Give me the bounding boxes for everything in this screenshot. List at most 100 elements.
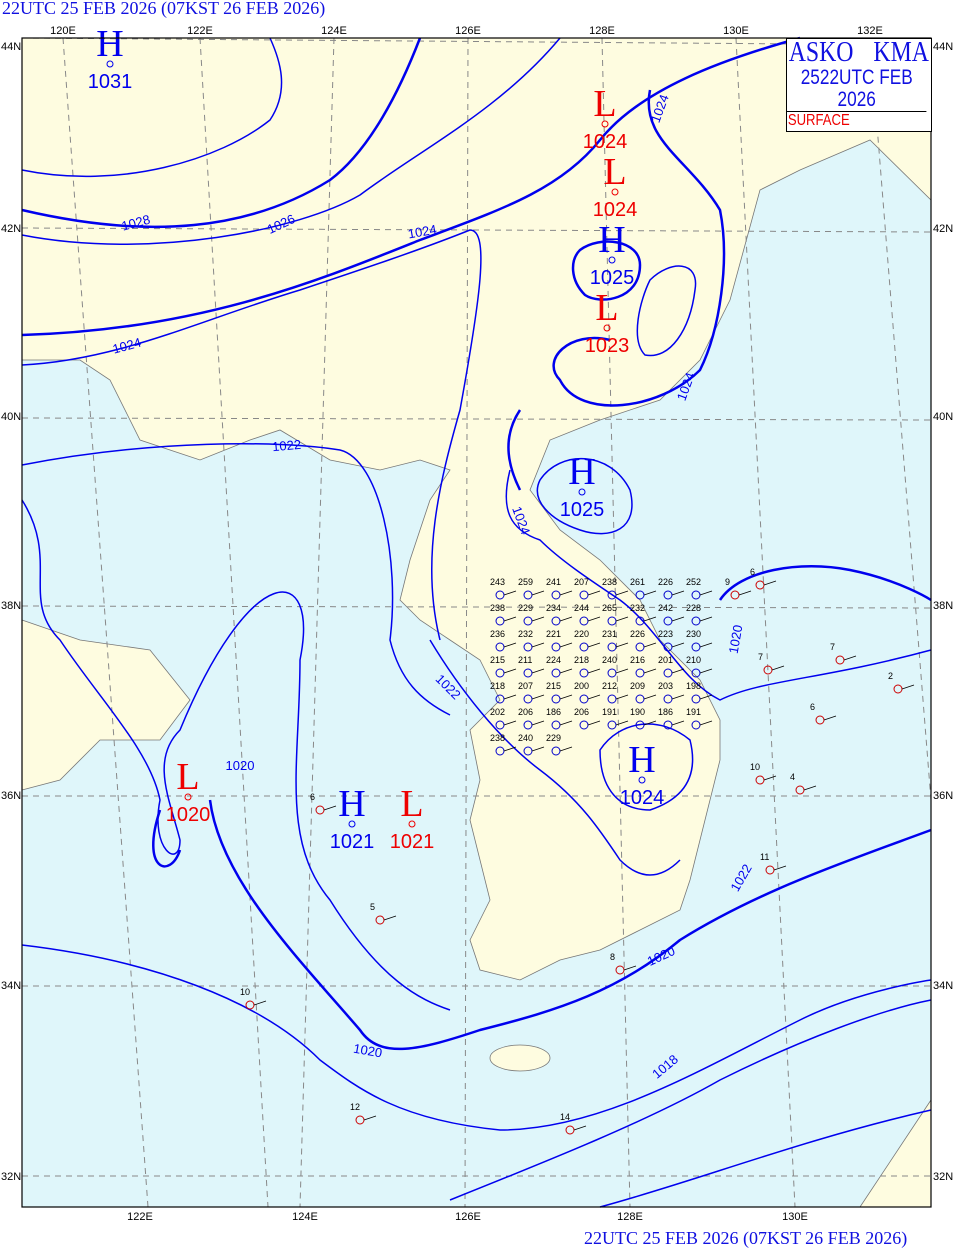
station-value: 12 — [350, 1102, 360, 1112]
meridian-line — [199, 37, 269, 1208]
station-observation: 202 — [490, 707, 517, 730]
station-value: 198 — [686, 681, 701, 691]
center-pressure-value: 1024 — [620, 787, 665, 809]
wind-barb-icon — [253, 1000, 267, 1006]
wind-barb-icon — [671, 590, 685, 596]
wind-barb-icon — [531, 668, 545, 674]
wind-barb-icon — [771, 665, 785, 671]
station-value: 231 — [602, 629, 617, 639]
station-value: 190 — [630, 707, 645, 717]
low-pressure-center: L 1021 — [390, 783, 435, 853]
wind-barb-icon — [559, 746, 573, 752]
station-observation: 6 — [750, 567, 777, 590]
wind-barb-icon — [823, 715, 837, 721]
station-observation: 2 — [888, 671, 915, 694]
wind-barb-icon — [671, 668, 685, 674]
station-value: 10 — [240, 987, 250, 997]
station-observation: 215 — [490, 655, 517, 678]
station-observation: 224 — [546, 655, 573, 678]
center-pressure-value: 1020 — [166, 804, 211, 826]
center-marker-icon — [578, 488, 586, 496]
station-observation: 218 — [574, 655, 601, 678]
station-value: 206 — [518, 707, 533, 717]
wind-barb-icon — [643, 642, 657, 648]
map-frame — [21, 37, 932, 1208]
station-observation: 7 — [758, 652, 785, 675]
station-value: 243 — [490, 577, 505, 587]
station-observation: 238 — [490, 603, 517, 626]
station-value: 202 — [490, 707, 505, 717]
wind-barb-icon — [559, 616, 573, 622]
station-value: 229 — [546, 733, 561, 743]
lat-label-right: 44N — [933, 41, 953, 53]
wind-barb-icon — [643, 694, 657, 700]
station-value: 8 — [610, 952, 615, 962]
station-value: 238 — [490, 733, 505, 743]
lon-label-top: 124E — [321, 25, 347, 37]
isobar-line — [21, 36, 801, 337]
station-observation: 209 — [630, 681, 657, 704]
wind-barb-icon — [587, 694, 601, 700]
lat-label-right: 34N — [933, 980, 953, 992]
isobar-line — [449, 999, 932, 1201]
center-symbol: L — [603, 151, 626, 193]
station-observation: 238 — [602, 577, 629, 600]
isobar-label: 1020 — [352, 1041, 383, 1061]
wind-barb-icon — [531, 746, 545, 752]
wind-barb-icon — [587, 720, 601, 726]
center-marker-icon — [601, 120, 609, 128]
station-observation: 244 — [574, 603, 601, 626]
wind-barb-icon — [643, 590, 657, 596]
station-value: 2 — [888, 671, 893, 681]
station-value: 6 — [750, 567, 755, 577]
wind-barb-icon — [503, 590, 517, 596]
center-marker-icon — [184, 793, 192, 801]
wind-barb-icon — [699, 642, 713, 648]
low-pressure-center: L 1024 — [593, 151, 638, 221]
wind-barb-icon — [503, 694, 517, 700]
center-symbol: H — [568, 451, 595, 493]
station-value: 211 — [518, 655, 532, 665]
wind-barb-icon — [738, 590, 752, 596]
station-observation: 212 — [602, 681, 629, 704]
station-observation: 259 — [518, 577, 545, 600]
isobar-line — [21, 37, 422, 229]
station-value: 240 — [518, 733, 533, 743]
isobar-line — [599, 1109, 932, 1208]
lon-label-bottom: 130E — [782, 1211, 808, 1223]
isobar-line — [21, 229, 482, 641]
station-observation: 240 — [602, 655, 629, 678]
station-value: 218 — [490, 681, 505, 691]
legend-box: ASKO KMA 2522UTC FEB 2026 SURFACE PRESSUR… — [786, 38, 932, 132]
wind-barb-icon — [559, 694, 573, 700]
isobar-line — [636, 265, 697, 357]
wind-barb-icon — [671, 694, 685, 700]
wind-barb-icon — [587, 616, 601, 622]
station-value: 242 — [658, 603, 673, 613]
station-observation: 206 — [518, 707, 545, 730]
isobar-line — [21, 499, 451, 1011]
isobar-line — [571, 240, 642, 301]
station-observation: 9 — [725, 577, 752, 600]
station-observation: 226 — [658, 577, 685, 600]
station-observation: 10 — [750, 762, 777, 785]
station-value: 224 — [546, 655, 561, 665]
station-observation: 215 — [546, 681, 573, 704]
wind-barb-icon — [643, 720, 657, 726]
station-observation: 191 — [686, 707, 713, 730]
station-observation: 223 — [658, 629, 685, 652]
station-value: 232 — [518, 629, 533, 639]
isobar-line — [208, 799, 932, 1051]
station-observation: 6 — [310, 792, 337, 815]
station-observation: 230 — [686, 629, 713, 652]
station-observation: 10 — [240, 987, 267, 1010]
center-pressure-value: 1021 — [390, 831, 435, 853]
center-pressure-value: 1025 — [590, 267, 635, 289]
center-symbol: L — [176, 756, 199, 798]
wind-barb-icon — [559, 590, 573, 596]
isobar-label: 1028 — [120, 212, 152, 234]
center-pressure-value: 1031 — [88, 71, 133, 93]
station-value: 241 — [546, 577, 561, 587]
station-observation: 229 — [546, 733, 573, 756]
station-value: 215 — [546, 681, 561, 691]
